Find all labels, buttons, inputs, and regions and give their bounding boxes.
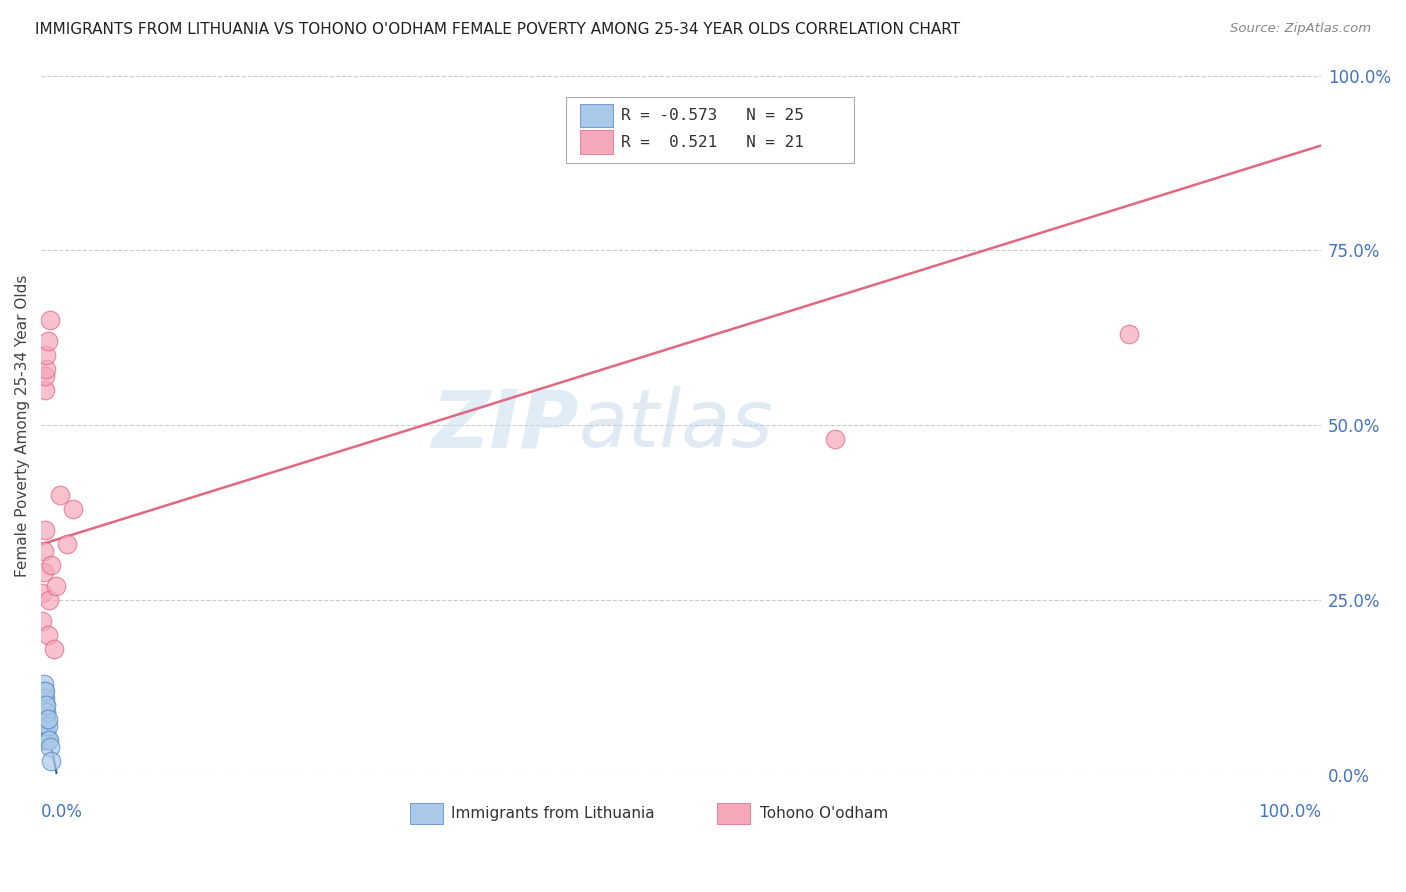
FancyBboxPatch shape bbox=[565, 96, 853, 163]
Point bbox=[55, 537, 77, 551]
Point bbox=[31, 615, 53, 629]
Point bbox=[31, 713, 53, 727]
Point bbox=[34, 698, 56, 713]
Point bbox=[34, 691, 56, 706]
FancyBboxPatch shape bbox=[579, 103, 613, 128]
Point bbox=[42, 642, 65, 657]
Point bbox=[35, 713, 58, 727]
Point bbox=[32, 677, 55, 691]
Text: ZIP: ZIP bbox=[432, 386, 579, 465]
Text: IMMIGRANTS FROM LITHUANIA VS TOHONO O'ODHAM FEMALE POVERTY AMONG 25-34 YEAR OLDS: IMMIGRANTS FROM LITHUANIA VS TOHONO O'OD… bbox=[35, 22, 960, 37]
Point bbox=[37, 628, 59, 642]
Point bbox=[31, 733, 53, 747]
FancyBboxPatch shape bbox=[579, 130, 613, 154]
Point bbox=[37, 334, 59, 349]
Point bbox=[32, 544, 55, 558]
FancyBboxPatch shape bbox=[409, 804, 443, 824]
Point bbox=[32, 691, 55, 706]
Point bbox=[34, 719, 56, 733]
Point bbox=[31, 586, 53, 600]
Text: 0.0%: 0.0% bbox=[41, 804, 83, 822]
Text: 100.0%: 100.0% bbox=[1258, 804, 1322, 822]
Text: Immigrants from Lithuania: Immigrants from Lithuania bbox=[451, 806, 654, 822]
Point bbox=[31, 698, 53, 713]
Point bbox=[824, 433, 846, 447]
Point bbox=[34, 524, 56, 538]
Point bbox=[41, 755, 63, 769]
Point bbox=[34, 713, 56, 727]
FancyBboxPatch shape bbox=[717, 804, 751, 824]
Text: R =  0.521   N = 21: R = 0.521 N = 21 bbox=[621, 135, 804, 150]
Point bbox=[35, 698, 58, 713]
Y-axis label: Female Poverty Among 25-34 Year Olds: Female Poverty Among 25-34 Year Olds bbox=[15, 274, 30, 576]
Point bbox=[34, 706, 56, 720]
Point bbox=[32, 713, 55, 727]
Point bbox=[35, 726, 58, 740]
Point bbox=[39, 313, 62, 327]
Point bbox=[34, 384, 56, 398]
Point bbox=[41, 558, 63, 573]
Point bbox=[32, 684, 55, 698]
Point bbox=[32, 566, 55, 580]
Point bbox=[39, 740, 62, 755]
Point bbox=[37, 733, 59, 747]
Point bbox=[38, 733, 60, 747]
Point bbox=[32, 706, 55, 720]
Text: Source: ZipAtlas.com: Source: ZipAtlas.com bbox=[1230, 22, 1371, 36]
Point bbox=[37, 719, 59, 733]
Point bbox=[34, 369, 56, 384]
Point bbox=[32, 726, 55, 740]
Text: atlas: atlas bbox=[579, 386, 773, 465]
Point bbox=[35, 349, 58, 363]
Text: Tohono O'odham: Tohono O'odham bbox=[761, 806, 889, 822]
Point bbox=[49, 488, 72, 502]
Point bbox=[1118, 327, 1140, 342]
Point bbox=[35, 706, 58, 720]
Point bbox=[35, 362, 58, 376]
Point bbox=[62, 502, 84, 516]
Text: R = -0.573   N = 25: R = -0.573 N = 25 bbox=[621, 108, 804, 123]
Point bbox=[34, 684, 56, 698]
Point bbox=[45, 579, 67, 593]
Point bbox=[37, 713, 59, 727]
Point bbox=[38, 593, 60, 607]
